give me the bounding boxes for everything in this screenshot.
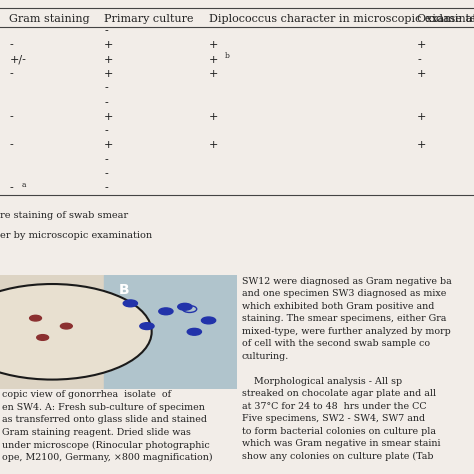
Text: Primary culture: Primary culture xyxy=(104,14,194,24)
Text: -: - xyxy=(9,69,13,79)
Text: +: + xyxy=(209,69,218,79)
Text: +: + xyxy=(417,112,427,122)
Text: +: + xyxy=(417,40,427,50)
Text: B: B xyxy=(118,283,129,297)
Bar xyxy=(0,275,104,389)
Text: Diplococcus character in microscopic examination: Diplococcus character in microscopic exa… xyxy=(209,14,474,24)
Circle shape xyxy=(140,323,154,329)
Text: -: - xyxy=(104,26,108,36)
Text: +: + xyxy=(417,140,427,150)
Circle shape xyxy=(178,303,192,310)
Text: er by microscopic examination: er by microscopic examination xyxy=(0,231,152,240)
Text: b: b xyxy=(225,52,230,60)
Text: -: - xyxy=(9,183,13,193)
Text: +/-: +/- xyxy=(9,55,27,65)
Text: -: - xyxy=(9,140,13,150)
Circle shape xyxy=(36,335,48,340)
Text: -: - xyxy=(104,83,108,93)
Circle shape xyxy=(61,323,72,329)
Text: Gram staining: Gram staining xyxy=(9,14,90,24)
Text: +: + xyxy=(104,55,114,65)
Text: +: + xyxy=(417,69,427,79)
Text: -: - xyxy=(9,112,13,122)
Text: +: + xyxy=(104,69,114,79)
Text: -: - xyxy=(104,98,108,108)
Text: -: - xyxy=(417,55,421,65)
Circle shape xyxy=(0,284,152,380)
Text: copic view of gonorrhea  isolate  of
en SW4. A: Fresh sub-culture of specimen
as: copic view of gonorrhea isolate of en SW… xyxy=(2,391,213,462)
Text: +: + xyxy=(209,140,218,150)
Circle shape xyxy=(201,317,216,324)
Text: +: + xyxy=(104,40,114,50)
Text: +: + xyxy=(209,40,218,50)
Text: a: a xyxy=(21,181,26,189)
Text: -: - xyxy=(104,169,108,179)
Circle shape xyxy=(159,308,173,315)
Circle shape xyxy=(29,315,41,321)
Text: +: + xyxy=(104,112,114,122)
Text: -: - xyxy=(9,40,13,50)
Text: Oxidase tes: Oxidase tes xyxy=(417,14,474,24)
Text: SW12 were diagnosed as Gram negative ba
and one specimen SW3 diagnosed as mixe
w: SW12 were diagnosed as Gram negative ba … xyxy=(242,277,452,461)
Text: -: - xyxy=(104,126,108,136)
Text: +: + xyxy=(209,112,218,122)
Text: re staining of swab smear: re staining of swab smear xyxy=(0,211,128,220)
Text: +: + xyxy=(209,55,218,65)
Bar xyxy=(104,275,237,389)
Text: +: + xyxy=(104,140,114,150)
Circle shape xyxy=(187,328,201,335)
Text: -: - xyxy=(104,183,108,193)
Text: -: - xyxy=(104,155,108,165)
Circle shape xyxy=(123,300,137,307)
